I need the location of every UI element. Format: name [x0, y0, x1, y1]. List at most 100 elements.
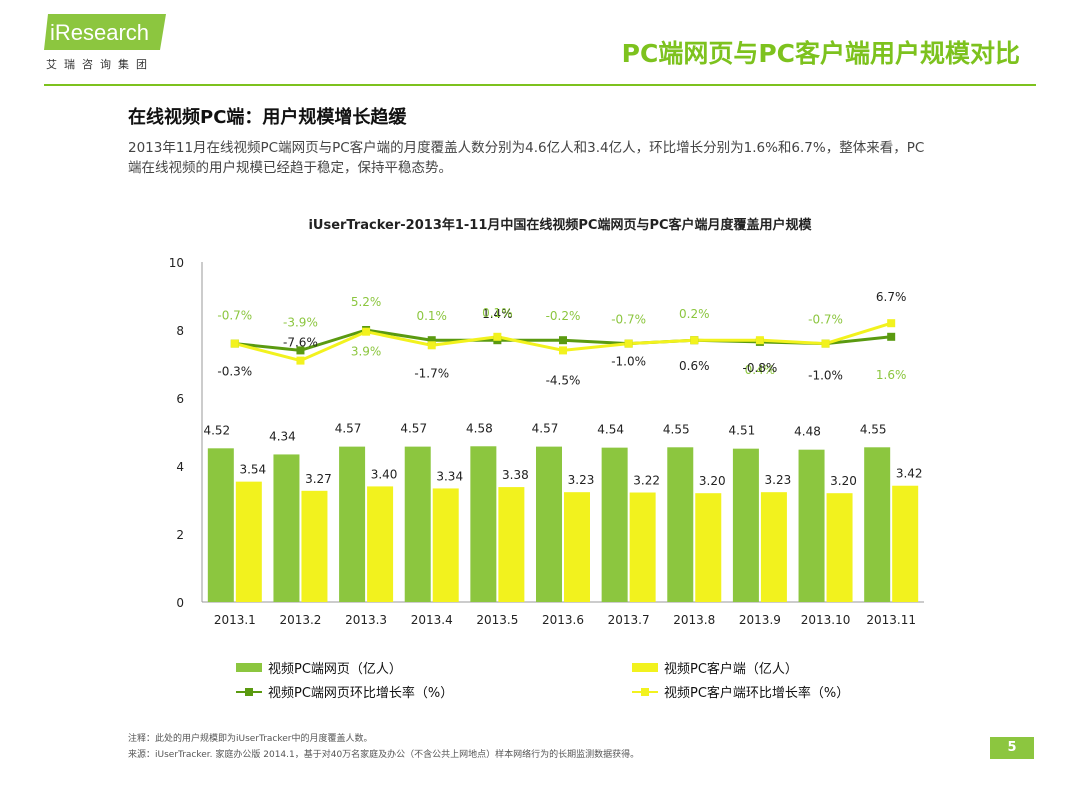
x-tick-label: 2013.6	[542, 613, 584, 627]
client-growth-label: 0.1%	[482, 306, 513, 320]
bar-client-label: 3.38	[502, 468, 529, 482]
bar-web-label: 4.57	[400, 422, 427, 436]
header-divider	[44, 84, 1036, 86]
web-growth-label: 0.6%	[679, 359, 710, 373]
bar-web	[536, 446, 562, 602]
legend-label-client-bar: 视频PC客户端（亿人）	[664, 662, 798, 677]
marker-client-growth	[427, 341, 436, 350]
legend-web-line: 视频PC端网页环比增长率（%）	[236, 682, 453, 701]
y-tick-label: 2	[176, 528, 184, 542]
web-growth-label: -0.7%	[217, 309, 252, 323]
web-growth-label: -3.9%	[283, 315, 318, 329]
bar-web	[864, 447, 891, 602]
client-growth-label: -1.0%	[808, 369, 843, 383]
bar-web	[404, 446, 431, 602]
bar-web	[470, 446, 497, 602]
client-growth-label: -0.3%	[217, 365, 252, 379]
client-growth-label: -0.8%	[742, 361, 777, 375]
marker-client-growth	[296, 356, 305, 365]
legend-web-bar: 视频PC端网页（亿人）	[236, 658, 402, 677]
marker-client-growth	[690, 336, 699, 345]
web-growth-label: 1.6%	[876, 368, 907, 382]
bar-client	[826, 493, 853, 602]
bar-web-label: 4.51	[729, 424, 756, 438]
x-tick-label: 2013.9	[739, 613, 781, 627]
bar-web	[667, 447, 694, 602]
y-tick-label: 10	[169, 256, 184, 270]
bar-client	[367, 486, 394, 602]
bar-client	[498, 487, 525, 602]
legend-swatch-web-bar	[236, 663, 262, 672]
marker-client-growth	[230, 339, 239, 348]
combo-chart: 0 2 4 6 8 10 2013.1 4.52 3.54 2013.2 4.34 3.27 2013.…	[169, 256, 924, 627]
bar-client	[892, 485, 919, 602]
y-tick-label: 4	[176, 460, 184, 474]
y-tick-label: 0	[176, 596, 184, 610]
page-number: 5	[990, 737, 1034, 759]
x-tick-label: 2013.1	[214, 613, 256, 627]
footnote-source: 来源：iUserTracker. 家庭办公版 2014.1，基于对40万名家庭及…	[128, 750, 640, 760]
bar-client-label: 3.27	[305, 472, 332, 486]
x-tick-label: 2013.10	[801, 613, 851, 627]
page-title: PC端网页与PC客户端用户规模对比	[621, 39, 1020, 68]
client-growth-label: 3.9%	[351, 345, 382, 359]
bar-client-label: 3.40	[371, 467, 398, 481]
client-growth-label: -4.5%	[546, 373, 581, 387]
bar-web	[601, 447, 628, 602]
marker-web-growth	[296, 346, 305, 355]
bar-client-label: 3.20	[699, 474, 726, 488]
marker-client-growth	[362, 327, 371, 336]
iresearch-logo	[44, 14, 166, 50]
web-growth-label: 5.2%	[351, 295, 382, 309]
bar-client	[629, 492, 656, 602]
section-heading: 在线视频PC端：用户规模增长趋缓	[128, 107, 407, 128]
bar-web-label: 4.55	[663, 422, 690, 436]
bar-client-label: 3.34	[436, 469, 463, 483]
client-growth-label: 6.7%	[876, 290, 907, 304]
x-tick-label: 2013.3	[345, 613, 387, 627]
bar-web	[207, 448, 234, 602]
x-tick-label: 2013.2	[279, 613, 321, 627]
bar-client	[695, 493, 722, 602]
logo-text: iResearch	[50, 20, 150, 45]
bar-web	[798, 449, 825, 602]
client-growth-label: -1.0%	[611, 355, 646, 369]
bar-web-label: 4.54	[597, 423, 624, 437]
summary-text: 2013年11月在线视频PC端网页与PC客户端的月度覆盖人数分别为4.6亿人和3…	[128, 140, 925, 176]
footnote-note: 注释：此处的用户规模即为iUserTracker中的月度覆盖人数。	[128, 734, 373, 744]
bar-client-label: 3.54	[239, 463, 266, 477]
y-tick-label: 8	[176, 324, 184, 338]
client-growth-label: -7.6%	[283, 336, 318, 350]
legend-client-bar: 视频PC客户端（亿人）	[632, 658, 798, 677]
bar-web	[273, 454, 300, 602]
bar-client	[432, 488, 459, 602]
bar-client-label: 3.20	[830, 474, 857, 488]
x-tick-label: 2013.11	[866, 613, 916, 627]
web-growth-label: -0.2%	[546, 309, 581, 323]
bar-web-label: 4.58	[466, 421, 493, 435]
bar-web	[732, 448, 759, 602]
x-tick-label: 2013.8	[673, 613, 715, 627]
y-tick-label: 6	[176, 392, 184, 406]
client-growth-label: -1.7%	[414, 366, 449, 380]
marker-client-growth	[493, 332, 502, 341]
web-growth-label: -0.7%	[611, 313, 646, 327]
marker-client-growth	[887, 319, 896, 328]
legend-swatch-web-line	[236, 687, 262, 696]
bar-web-label: 4.55	[860, 422, 887, 436]
client-growth-label: 0.2%	[679, 307, 710, 321]
bar-client	[235, 481, 262, 602]
marker-client-growth	[755, 336, 764, 345]
bar-web-label: 4.57	[532, 422, 559, 436]
marker-client-growth	[559, 346, 567, 355]
x-tick-label: 2013.4	[411, 613, 453, 627]
marker-web-growth	[427, 336, 436, 345]
bar-client	[564, 492, 590, 602]
logo-subtitle: 艾瑞咨询集团	[46, 58, 154, 71]
chart-title: iUserTracker-2013年1-11月中国在线视频PC端网页与PC客户端…	[308, 218, 812, 233]
bar-client-label: 3.23	[765, 473, 792, 487]
bar-client-label: 3.42	[896, 467, 923, 481]
bar-web-label: 4.52	[203, 423, 230, 437]
web-growth-label: 0.1%	[416, 309, 447, 323]
bar-web-label: 4.34	[269, 429, 296, 443]
